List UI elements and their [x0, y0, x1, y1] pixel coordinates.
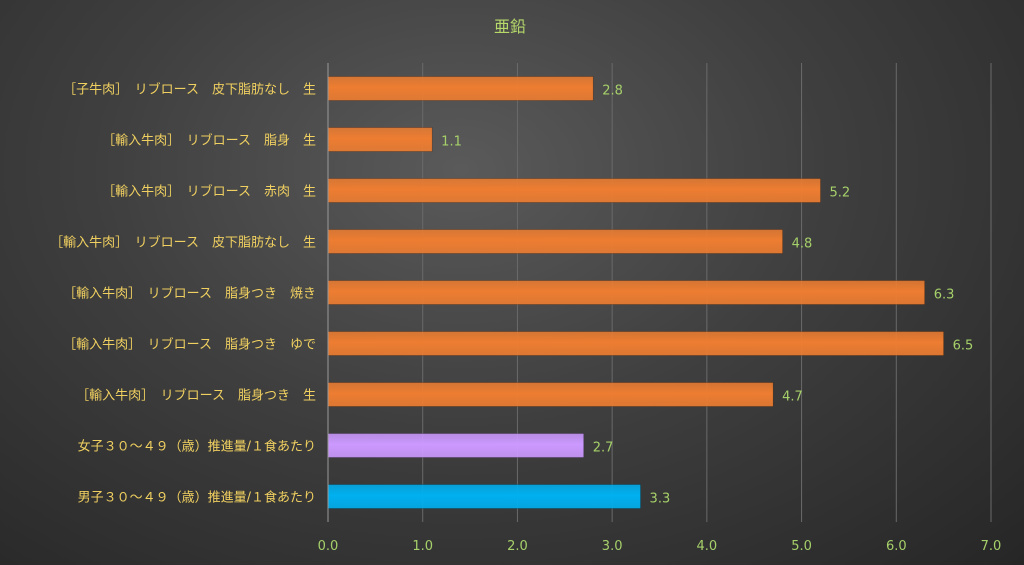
bar: [327, 229, 783, 254]
x-tick-label: 1.0: [412, 539, 433, 554]
data-label: 6.5: [953, 339, 974, 354]
bar: [327, 484, 641, 509]
x-tick-label: 4.0: [697, 539, 718, 554]
category-labels: ［子牛肉］ リブロース 皮下脂肪なし 生 ［輸入牛肉］ リブロース 脂身 生 ［輸入…: [50, 82, 316, 506]
data-label: 6.3: [934, 288, 955, 303]
x-tick-label: 7.0: [981, 539, 1002, 554]
data-label: 5.2: [830, 186, 851, 201]
category-label: ［輸入牛肉］ リブロース 脂身つき 生: [76, 388, 316, 404]
bar: [327, 127, 433, 152]
chart-title: 亜鉛: [494, 17, 526, 36]
x-tick-label: 0.0: [318, 539, 339, 554]
bar: [327, 178, 821, 203]
bar: [327, 76, 594, 101]
category-label: ［輸入牛肉］ リブロース 脂身つき ゆで: [63, 337, 316, 353]
data-label: 4.8: [792, 237, 813, 252]
x-tick-label: 3.0: [602, 539, 623, 554]
data-label: 1.1: [441, 135, 462, 150]
bar: [327, 382, 774, 407]
x-tick-label: 5.0: [791, 539, 812, 554]
category-label: 男子３０～４９（歳）推進量/１食あたり: [78, 490, 316, 506]
category-label: ［輸入牛肉］ リブロース 赤肉 生: [102, 184, 316, 200]
data-label: 4.7: [782, 390, 803, 405]
category-label: 女子３０～４９（歳）推進量/１食あたり: [78, 439, 316, 455]
category-label: ［輸入牛肉］ リブロース 脂身つき 焼き: [63, 286, 316, 302]
data-label: 3.3: [650, 492, 671, 507]
bar: [327, 433, 585, 458]
category-label: ［子牛肉］ リブロース 皮下脂肪なし 生: [63, 82, 316, 98]
x-tick-label: 6.0: [886, 539, 907, 554]
data-label: 2.8: [602, 84, 623, 99]
x-axis-ticks: 0.0 1.0 2.0 3.0 4.0 5.0 6.0 7.0: [318, 539, 1002, 554]
bars: [327, 76, 944, 509]
category-label: ［輸入牛肉］ リブロース 脂身 生: [102, 133, 316, 149]
category-label: ［輸入牛肉］ リブロース 皮下脂肪なし 生: [50, 235, 316, 251]
bar: [327, 331, 944, 356]
data-label: 2.7: [593, 441, 614, 456]
x-tick-label: 2.0: [507, 539, 528, 554]
bar: [327, 280, 926, 305]
data-labels: 2.8 1.1 5.2 4.8 6.3 6.5 4.7 2.7 3.3: [441, 84, 973, 507]
